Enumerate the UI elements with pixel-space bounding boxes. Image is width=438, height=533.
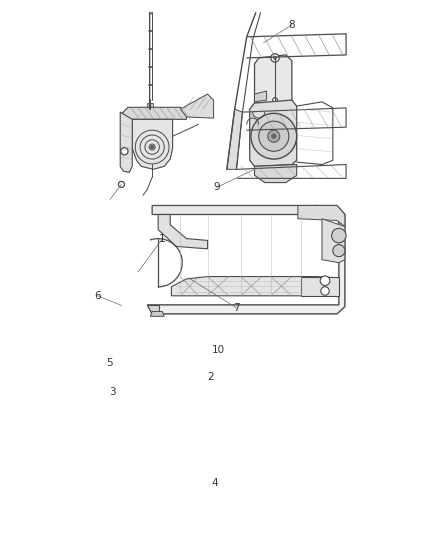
- Circle shape: [259, 121, 289, 151]
- Polygon shape: [254, 91, 267, 102]
- Circle shape: [271, 54, 279, 62]
- Circle shape: [149, 12, 152, 14]
- Text: 4: 4: [212, 478, 218, 488]
- Text: 8: 8: [289, 20, 295, 30]
- Polygon shape: [132, 119, 173, 169]
- Polygon shape: [147, 305, 159, 314]
- Polygon shape: [254, 55, 292, 168]
- Polygon shape: [147, 103, 153, 108]
- Circle shape: [118, 181, 124, 188]
- Text: 9: 9: [213, 182, 220, 192]
- Polygon shape: [150, 311, 164, 316]
- Polygon shape: [158, 214, 208, 249]
- Polygon shape: [254, 165, 297, 183]
- Circle shape: [273, 56, 277, 60]
- Circle shape: [150, 146, 154, 149]
- Text: 2: 2: [207, 372, 214, 382]
- Circle shape: [321, 287, 329, 295]
- Polygon shape: [180, 94, 214, 118]
- Polygon shape: [120, 112, 132, 172]
- Circle shape: [272, 98, 277, 102]
- Circle shape: [268, 130, 280, 142]
- Circle shape: [333, 245, 345, 257]
- Text: 1: 1: [159, 233, 166, 244]
- Polygon shape: [152, 206, 345, 217]
- Circle shape: [320, 276, 330, 286]
- Polygon shape: [227, 109, 243, 169]
- Text: 5: 5: [107, 358, 113, 368]
- Polygon shape: [147, 206, 345, 314]
- Polygon shape: [301, 277, 339, 296]
- Polygon shape: [250, 100, 297, 166]
- Polygon shape: [298, 206, 345, 227]
- Polygon shape: [322, 219, 345, 263]
- Text: 3: 3: [109, 387, 116, 397]
- Circle shape: [121, 148, 128, 155]
- Text: 7: 7: [233, 303, 240, 313]
- Polygon shape: [171, 277, 337, 296]
- Circle shape: [332, 228, 346, 243]
- Circle shape: [272, 134, 276, 139]
- Text: 6: 6: [95, 291, 101, 301]
- Text: 10: 10: [212, 345, 225, 355]
- Circle shape: [251, 114, 297, 159]
- Polygon shape: [122, 107, 187, 119]
